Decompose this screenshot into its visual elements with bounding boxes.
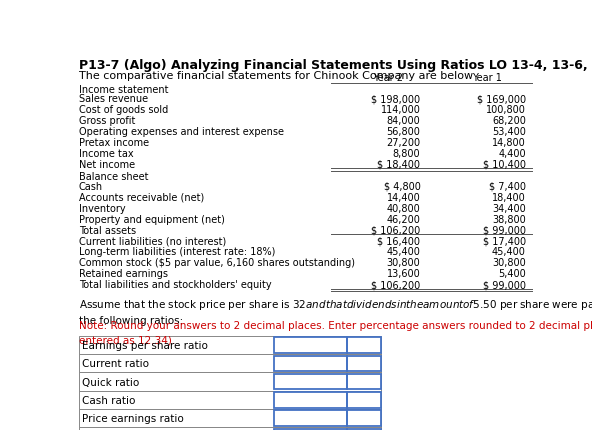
Bar: [347, 338, 381, 353]
Text: P13-7 (Algo) Analyzing Financial Statements Using Ratios LO 13-4, 13-6, 13-8: P13-7 (Algo) Analyzing Financial Stateme…: [79, 59, 592, 72]
Text: $ 7,400: $ 7,400: [489, 181, 526, 191]
Text: Gross profit: Gross profit: [79, 116, 135, 126]
Text: Current ratio: Current ratio: [82, 359, 149, 369]
Text: 38,800: 38,800: [492, 214, 526, 224]
Text: The comparative financial statements for Chinook Company are below: The comparative financial statements for…: [79, 71, 473, 81]
Text: $ 106,200: $ 106,200: [371, 225, 420, 235]
Text: Income statement: Income statement: [79, 85, 168, 95]
Text: Long-term liabilities (interest rate: 18%): Long-term liabilities (interest rate: 18…: [79, 247, 275, 257]
Bar: [79, 372, 381, 391]
Text: Cost of goods sold: Cost of goods sold: [79, 105, 168, 115]
Text: 27,200: 27,200: [386, 138, 420, 147]
Text: Income tax: Income tax: [79, 148, 133, 159]
Text: $ 106,200: $ 106,200: [371, 280, 420, 290]
Bar: [79, 354, 381, 372]
Bar: [79, 427, 381, 430]
Text: Inventory: Inventory: [79, 203, 126, 213]
Text: $ 99,000: $ 99,000: [483, 225, 526, 235]
Bar: [274, 392, 347, 408]
Text: Current liabilities (no interest): Current liabilities (no interest): [79, 236, 226, 246]
Text: Sales revenue: Sales revenue: [79, 94, 148, 104]
Bar: [347, 392, 381, 408]
Bar: [274, 356, 347, 371]
Text: 14,800: 14,800: [492, 138, 526, 147]
Text: $ 17,400: $ 17,400: [483, 236, 526, 246]
Text: $ 10,400: $ 10,400: [483, 160, 526, 169]
Bar: [79, 336, 381, 354]
Bar: [274, 374, 347, 390]
Text: 84,000: 84,000: [387, 116, 420, 126]
Text: Assume that the stock price per share is $32 and that dividends in the amount of: Assume that the stock price per share is…: [79, 298, 592, 326]
Text: 46,200: 46,200: [387, 214, 420, 224]
Text: Price earnings ratio: Price earnings ratio: [82, 413, 184, 423]
Text: Common stock ($5 par value, 6,160 shares outstanding): Common stock ($5 par value, 6,160 shares…: [79, 258, 355, 268]
Text: 100,800: 100,800: [486, 105, 526, 115]
Text: Operating expenses and interest expense: Operating expenses and interest expense: [79, 127, 284, 137]
Text: Total assets: Total assets: [79, 225, 136, 235]
Text: $ 16,400: $ 16,400: [377, 236, 420, 246]
Text: 56,800: 56,800: [387, 127, 420, 137]
Text: Year 2: Year 2: [374, 73, 403, 83]
Text: Cash ratio: Cash ratio: [82, 395, 136, 405]
Text: Quick ratio: Quick ratio: [82, 377, 140, 387]
Text: 114,000: 114,000: [381, 105, 420, 115]
Text: Year 1: Year 1: [472, 73, 502, 83]
Text: Retained earnings: Retained earnings: [79, 269, 168, 279]
Bar: [274, 429, 347, 430]
Bar: [274, 338, 347, 353]
Bar: [79, 409, 381, 427]
Bar: [274, 410, 347, 426]
Bar: [347, 429, 381, 430]
Text: $ 18,400: $ 18,400: [377, 160, 420, 169]
Text: 30,800: 30,800: [387, 258, 420, 268]
Text: 45,400: 45,400: [492, 247, 526, 257]
Bar: [347, 374, 381, 390]
Text: $ 99,000: $ 99,000: [483, 280, 526, 290]
Text: Total liabilities and stockholders' equity: Total liabilities and stockholders' equi…: [79, 280, 271, 290]
Text: 45,400: 45,400: [387, 247, 420, 257]
Text: 4,400: 4,400: [498, 148, 526, 159]
Text: Balance sheet: Balance sheet: [79, 172, 148, 182]
Text: 13,600: 13,600: [387, 269, 420, 279]
Text: Accounts receivable (net): Accounts receivable (net): [79, 192, 204, 202]
Text: $ 198,000: $ 198,000: [371, 94, 420, 104]
Text: 30,800: 30,800: [492, 258, 526, 268]
Text: 53,400: 53,400: [492, 127, 526, 137]
Text: Earnings per share ratio: Earnings per share ratio: [82, 340, 208, 350]
Text: $ 169,000: $ 169,000: [477, 94, 526, 104]
Text: Cash: Cash: [79, 181, 103, 191]
Text: 8,800: 8,800: [392, 148, 420, 159]
Text: 68,200: 68,200: [492, 116, 526, 126]
Text: 5,400: 5,400: [498, 269, 526, 279]
Text: 34,400: 34,400: [492, 203, 526, 213]
Text: Pretax income: Pretax income: [79, 138, 149, 147]
Text: Property and equipment (net): Property and equipment (net): [79, 214, 224, 224]
Text: 14,400: 14,400: [387, 192, 420, 202]
Bar: [347, 356, 381, 371]
Text: 18,400: 18,400: [492, 192, 526, 202]
Text: $ 4,800: $ 4,800: [384, 181, 420, 191]
Bar: [79, 391, 381, 409]
Text: Note: Round your answers to 2 decimal places. Enter percentage answers rounded t: Note: Round your answers to 2 decimal pl…: [79, 320, 592, 344]
Bar: [347, 410, 381, 426]
Text: 40,800: 40,800: [387, 203, 420, 213]
Text: Net income: Net income: [79, 160, 135, 169]
